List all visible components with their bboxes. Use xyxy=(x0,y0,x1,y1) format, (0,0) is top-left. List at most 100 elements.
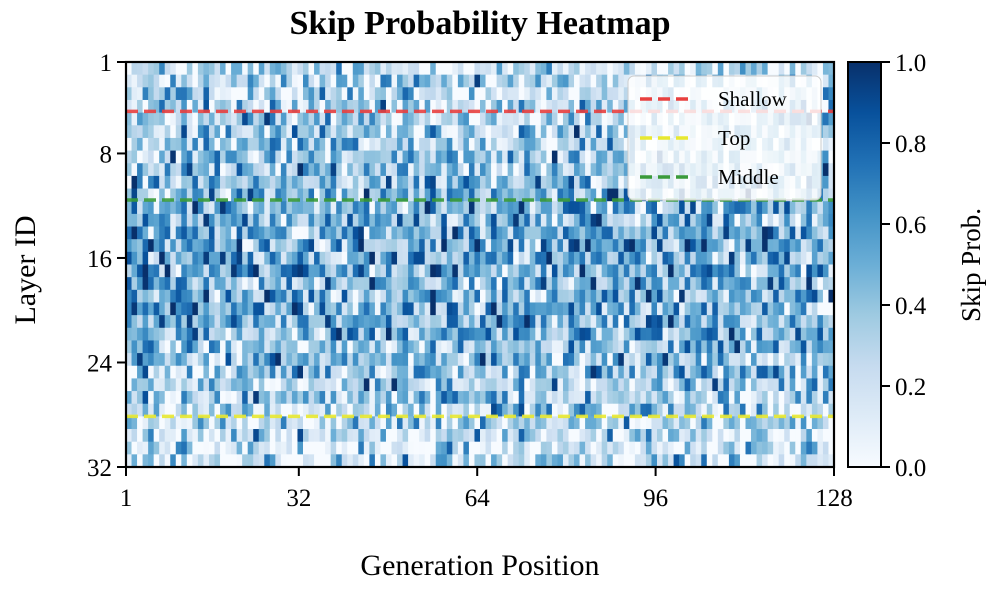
heatmap-cell xyxy=(441,87,448,101)
heatmap-cell xyxy=(717,353,724,367)
heatmap-cell xyxy=(540,340,547,354)
heatmap-cell xyxy=(612,163,619,177)
heatmap-cell xyxy=(679,340,686,354)
heatmap-cell xyxy=(424,327,431,341)
heatmap-cell xyxy=(485,188,492,202)
heatmap-cell xyxy=(142,378,149,392)
heatmap-cell xyxy=(358,378,365,392)
heatmap-cell xyxy=(181,239,188,253)
heatmap-cell xyxy=(159,353,166,367)
heatmap-cell xyxy=(258,403,265,417)
heatmap-cell xyxy=(551,239,558,253)
heatmap-cell xyxy=(258,289,265,303)
heatmap-cell xyxy=(397,429,403,443)
heatmap-cell xyxy=(303,289,309,303)
heatmap-cell xyxy=(253,239,260,253)
heatmap-cell xyxy=(303,137,309,151)
heatmap-cell xyxy=(264,213,271,227)
heatmap-cell xyxy=(728,429,735,443)
heatmap-cell xyxy=(590,365,597,379)
heatmap-cell xyxy=(468,150,475,164)
heatmap-cell xyxy=(800,391,807,405)
heatmap-cell xyxy=(690,327,697,341)
heatmap-cell xyxy=(690,289,697,303)
heatmap-cell xyxy=(275,201,282,215)
heatmap-cell xyxy=(170,441,177,455)
heatmap-cell xyxy=(330,112,337,126)
heatmap-cell xyxy=(751,315,757,329)
heatmap-cell xyxy=(579,429,586,443)
heatmap-cell xyxy=(507,150,514,164)
heatmap-cell xyxy=(712,315,719,329)
heatmap-cell xyxy=(369,340,376,354)
heatmap-cell xyxy=(446,277,453,291)
heatmap-cell xyxy=(391,416,398,430)
heatmap-cell xyxy=(258,87,265,101)
heatmap-cell xyxy=(369,264,376,278)
heatmap-cell xyxy=(275,340,282,354)
heatmap-cell xyxy=(463,137,470,151)
heatmap-cell xyxy=(651,353,658,367)
heatmap-cell xyxy=(463,302,470,316)
heatmap-cell xyxy=(275,188,282,202)
heatmap-cell xyxy=(524,416,531,430)
heatmap-cell xyxy=(496,315,503,329)
heatmap-cell xyxy=(474,239,481,253)
heatmap-cell xyxy=(468,74,475,88)
heatmap-cell xyxy=(336,62,343,76)
heatmap-cell xyxy=(363,429,370,443)
heatmap-cell xyxy=(817,264,824,278)
heatmap-cell xyxy=(535,289,542,303)
heatmap-cell xyxy=(402,175,409,189)
heatmap-cell xyxy=(607,239,614,253)
heatmap-cell xyxy=(535,137,542,151)
heatmap-cell xyxy=(408,175,415,189)
heatmap-cell xyxy=(717,403,724,417)
heatmap-cell xyxy=(623,416,630,430)
heatmap-cell xyxy=(131,74,138,88)
heatmap-cell xyxy=(358,277,365,291)
heatmap-cell xyxy=(452,327,459,341)
heatmap-cell xyxy=(391,213,398,227)
heatmap-cell xyxy=(358,137,365,151)
heatmap-cell xyxy=(728,264,735,278)
heatmap-cell xyxy=(811,289,818,303)
heatmap-cell xyxy=(701,62,708,76)
heatmap-cell xyxy=(496,391,503,405)
heatmap-cell xyxy=(142,87,149,101)
heatmap-cell xyxy=(153,74,160,88)
heatmap-cell xyxy=(291,340,298,354)
heatmap-cell xyxy=(673,251,680,265)
heatmap-cell xyxy=(413,289,420,303)
heatmap-cell xyxy=(596,416,603,430)
heatmap-cell xyxy=(723,441,730,455)
heatmap-cell xyxy=(385,213,392,227)
heatmap-cell xyxy=(291,74,298,88)
heatmap-cell xyxy=(303,315,309,329)
heatmap-cell xyxy=(303,416,309,430)
heatmap-cell xyxy=(391,277,398,291)
heatmap-cell xyxy=(341,125,348,139)
heatmap-cell xyxy=(734,429,741,443)
heatmap-cell xyxy=(712,201,719,215)
heatmap-cell xyxy=(253,403,260,417)
heatmap-cell xyxy=(374,201,381,215)
heatmap-cell xyxy=(657,277,663,291)
heatmap-cell xyxy=(562,454,569,468)
heatmap-cell xyxy=(275,277,282,291)
heatmap-cell xyxy=(341,87,348,101)
heatmap-cell xyxy=(214,429,221,443)
heatmap-cell xyxy=(236,213,243,227)
heatmap-cell xyxy=(446,416,453,430)
heatmap-cell xyxy=(231,163,238,177)
heatmap-cell xyxy=(502,391,509,405)
heatmap-cell xyxy=(590,251,597,265)
heatmap-cell xyxy=(291,429,298,443)
heatmap-cell xyxy=(159,264,166,278)
heatmap-cell xyxy=(568,429,575,443)
heatmap-cell xyxy=(197,201,204,215)
heatmap-cell xyxy=(275,454,282,468)
heatmap-cell xyxy=(502,378,509,392)
heatmap-cell xyxy=(474,251,481,265)
heatmap-cell xyxy=(242,441,249,455)
